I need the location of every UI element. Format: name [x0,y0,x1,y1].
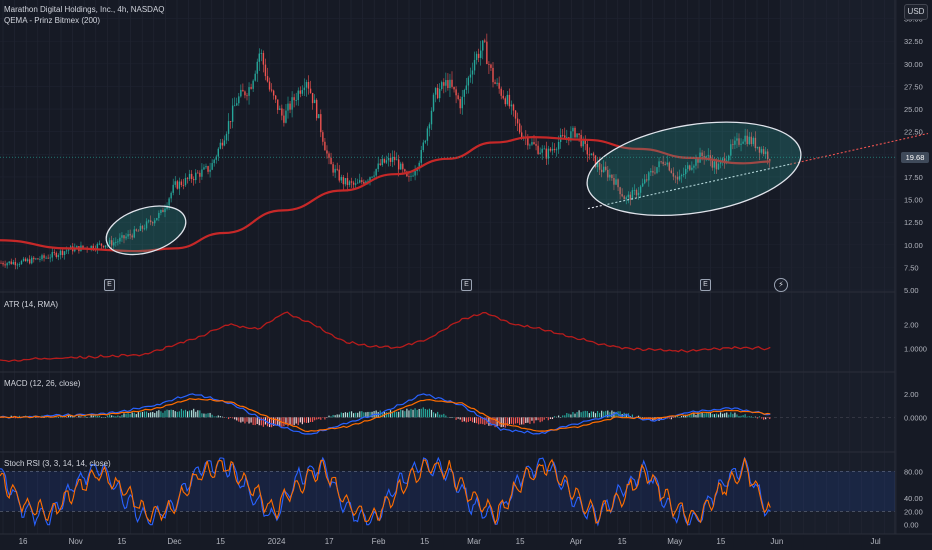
indicator-legend: QEMA - Prinz Bitmex (200) [4,16,101,25]
price-tick-label: 10.00 [904,241,923,250]
time-tick-label: Jul [870,537,880,546]
price-tick-label: 12.50 [904,218,923,227]
stoch-tick-label: 20.00 [904,507,923,516]
time-axis[interactable]: 16 Nov 15 Dec 15 2024 17 Feb 15 Mar 15 Apr 15 May 15 Ju… [0,533,932,546]
time-tick-label: 17 [325,537,334,546]
time-tick-label: Nov [69,537,83,546]
stoch-legend: Stoch RSI (3, 3, 14, 14, close) [4,459,111,468]
currency-button[interactable]: USD [904,4,928,20]
atr-line [0,311,771,363]
qema-line [0,135,771,253]
time-tick-label: Apr [570,537,583,546]
symbol-title: Marathon Digital Holdings, Inc., 4h, NAS… [4,5,165,14]
stoch-d-line [0,457,771,527]
consolidation-ellipse-left [105,205,187,256]
time-tick-label: 2024 [268,537,286,546]
price-tick-label: 22.50 [904,128,923,137]
stoch-tick-label: 40.00 [904,494,923,503]
price-tick-label: 7.50 [904,263,919,272]
macd-tick-label: 2.00 [904,390,919,399]
time-tick-label: 15 [117,537,126,546]
time-tick-label: Jun [770,537,783,546]
trendline-extension [789,132,929,165]
trendline [587,163,791,210]
price-tick-label: 25.00 [904,105,923,114]
earnings-marker[interactable]: E [700,279,711,291]
stoch-band [0,471,895,512]
macd-signal-line [0,398,771,433]
stoch-tick-label: 80.00 [904,467,923,476]
time-tick-label: 15 [420,537,429,546]
time-tick-label: 16 [19,537,28,546]
time-tick-label: Feb [372,537,386,546]
atr-tick-label: 2.00 [904,320,919,329]
time-tick-label: 15 [216,537,225,546]
atr-legend: ATR (14, RMA) [4,300,59,309]
price-tick-label: 5.00 [904,286,919,295]
price-tick-label: 27.50 [904,82,923,91]
time-tick-label: 15 [716,537,725,546]
vertical-grid [2,0,897,534]
macd-line [0,393,771,435]
time-tick-label: Mar [467,537,481,546]
price-tick-label: 15.00 [904,196,923,205]
earnings-marker[interactable]: E [461,279,472,291]
dividend-lightning-icon[interactable]: ⚡ [774,278,788,292]
consolidation-ellipse-right [586,121,802,217]
time-tick-label: 15 [618,537,627,546]
time-tick-label: Dec [167,537,181,546]
time-tick-label: May [667,537,682,546]
time-tick-label: 15 [516,537,525,546]
macd-tick-label: 0.0000 [904,413,927,422]
macd-legend: MACD (12, 26, close) [4,379,81,388]
atr-tick-label: 1.0000 [904,345,927,354]
earnings-marker[interactable]: E [104,279,115,291]
pane-separators [0,0,896,534]
price-tick-label: 30.00 [904,60,923,69]
last-price-tag: 19.68 [901,151,929,163]
stoch-k-line [0,456,771,527]
price-tick-label: 32.50 [904,37,923,46]
price-tick-label: 17.50 [904,173,923,182]
stoch-tick-label: 0.00 [904,521,919,530]
